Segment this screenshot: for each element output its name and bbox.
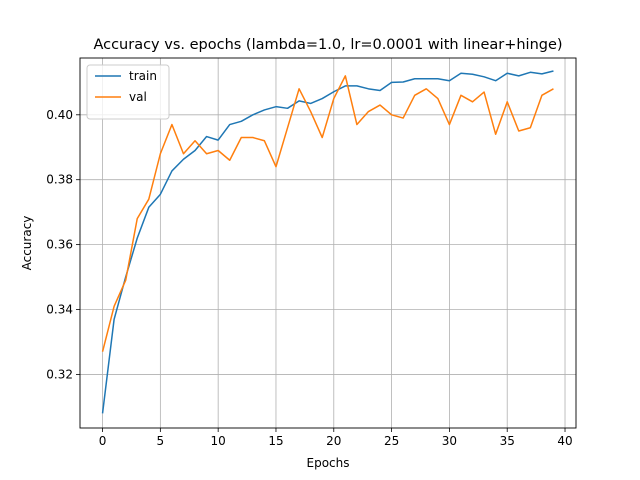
y-tick-label: 0.36 [46,238,73,252]
x-axis-label: Epochs [307,456,350,470]
legend-label-train: train [129,69,157,83]
x-tick-label: 5 [157,434,165,448]
series-lines [101,70,554,414]
x-tick-label: 0 [99,434,107,448]
y-axis: 0.32 0.34 0.36 0.38 0.40 [46,108,80,381]
x-tick-label: 25 [384,434,399,448]
y-tick-label: 0.40 [46,108,73,122]
x-axis: 0 5 10 15 20 25 30 35 40 [99,428,573,448]
x-tick-label: 35 [500,434,515,448]
y-tick-label: 0.32 [46,367,73,381]
legend: train val [86,64,170,120]
plot-frame [79,57,577,429]
x-tick-label: 10 [211,434,226,448]
x-tick-label: 40 [557,434,572,448]
y-tick-label: 0.38 [46,173,73,187]
grid [80,58,576,428]
x-tick-label: 30 [442,434,457,448]
series-line-train [101,70,554,414]
y-tick-label: 0.34 [46,303,73,317]
y-axis-label: Accuracy [20,216,34,271]
legend-box [86,64,170,120]
x-tick-label: 20 [326,434,341,448]
x-tick-label: 15 [268,434,283,448]
legend-label-val: val [129,90,147,104]
series-line-val [101,75,554,352]
chart-title: Accuracy vs. epochs (lambda=1.0, lr=0.00… [93,37,562,53]
